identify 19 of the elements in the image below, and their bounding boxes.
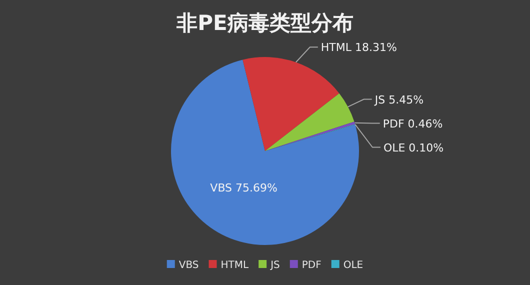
slice-label: PDF (382, 117, 404, 130)
chart-title: 非PE病毒类型分布 (176, 11, 354, 35)
legend-label: VBS (178, 260, 199, 271)
legend-label: HTML (220, 260, 250, 271)
slice-label: HTML (320, 41, 352, 54)
slice-label: VBS (210, 182, 232, 195)
slice-label: OLE (383, 141, 406, 154)
data-label: 75.69% (232, 182, 278, 195)
legend-label: JS (270, 260, 280, 271)
data-label: 5.45% (385, 93, 424, 106)
pie-slice (242, 57, 340, 151)
slice-label: JS (374, 93, 386, 106)
data-label: 18.31% (352, 41, 397, 54)
pie-slice (265, 93, 354, 151)
legend-label: OLE (343, 260, 364, 271)
pie-slice (171, 60, 359, 245)
legend-label: PDF (302, 260, 322, 271)
data-label: 0.10% (405, 141, 444, 154)
data-label: 0.46% (404, 117, 443, 130)
